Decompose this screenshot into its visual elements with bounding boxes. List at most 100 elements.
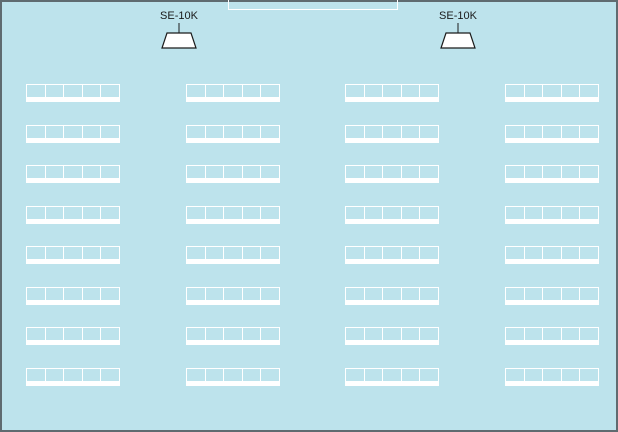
seat	[224, 126, 243, 138]
desk-row	[505, 206, 599, 224]
seat	[365, 207, 384, 219]
seat	[27, 288, 46, 300]
seat-group	[345, 84, 439, 98]
desk	[345, 301, 439, 305]
desk	[505, 179, 599, 183]
desk	[505, 98, 599, 102]
seat	[27, 166, 46, 178]
seat-group	[186, 327, 280, 341]
seat	[83, 328, 102, 340]
seat-group	[26, 125, 120, 139]
stage-opening	[228, 0, 398, 10]
seat	[83, 288, 102, 300]
desk	[505, 382, 599, 386]
seat	[224, 207, 243, 219]
desk	[505, 301, 599, 305]
seat	[525, 247, 544, 259]
seat	[543, 126, 562, 138]
seat	[261, 328, 279, 340]
desk-row	[505, 165, 599, 183]
seat	[402, 247, 421, 259]
seat	[101, 85, 119, 97]
desk	[505, 139, 599, 143]
seat	[525, 166, 544, 178]
seat	[525, 126, 544, 138]
seat	[46, 328, 65, 340]
desk-row	[186, 368, 280, 386]
seat	[402, 85, 421, 97]
seat	[346, 166, 365, 178]
seat-group	[345, 165, 439, 179]
seat	[243, 166, 262, 178]
desk-row	[186, 327, 280, 345]
seat	[580, 126, 598, 138]
seat	[506, 288, 525, 300]
seat	[562, 85, 581, 97]
seat	[506, 126, 525, 138]
seat	[346, 207, 365, 219]
seat	[64, 247, 83, 259]
seat	[543, 288, 562, 300]
seat	[101, 126, 119, 138]
seat-group	[26, 165, 120, 179]
seat	[243, 85, 262, 97]
seat	[402, 369, 421, 381]
seat	[261, 247, 279, 259]
seat	[261, 166, 279, 178]
desk	[186, 301, 280, 305]
seat	[101, 288, 119, 300]
seat-group	[26, 287, 120, 301]
seat-group	[505, 327, 599, 341]
desk	[26, 179, 120, 183]
seat	[46, 126, 65, 138]
seat	[46, 166, 65, 178]
seat	[243, 126, 262, 138]
seat	[580, 207, 598, 219]
seat-group	[505, 246, 599, 260]
seat	[562, 126, 581, 138]
seat	[402, 207, 421, 219]
seat-group	[186, 165, 280, 179]
seat	[243, 288, 262, 300]
seat	[383, 85, 402, 97]
seat	[525, 369, 544, 381]
desk	[345, 382, 439, 386]
desk	[345, 341, 439, 345]
seat	[46, 247, 65, 259]
seat	[346, 247, 365, 259]
seat	[101, 166, 119, 178]
desk-row	[345, 206, 439, 224]
seat	[187, 328, 206, 340]
seat	[101, 207, 119, 219]
desk	[345, 260, 439, 264]
seat	[27, 247, 46, 259]
seat	[562, 288, 581, 300]
seat	[243, 328, 262, 340]
seat-group	[26, 368, 120, 382]
desk-row	[345, 246, 439, 264]
seat	[346, 85, 365, 97]
seat	[206, 166, 225, 178]
seat	[383, 166, 402, 178]
seat	[402, 288, 421, 300]
seat	[383, 369, 402, 381]
seat-group	[505, 165, 599, 179]
seat	[580, 288, 598, 300]
seat	[420, 247, 438, 259]
seat	[420, 328, 438, 340]
seat	[543, 207, 562, 219]
seat	[101, 369, 119, 381]
seat	[365, 369, 384, 381]
seat	[206, 207, 225, 219]
seat	[365, 85, 384, 97]
seat	[562, 207, 581, 219]
seat	[365, 328, 384, 340]
seat	[383, 207, 402, 219]
desk-row	[26, 246, 120, 264]
desk	[505, 220, 599, 224]
desk-row	[186, 246, 280, 264]
seat	[525, 207, 544, 219]
seat	[580, 166, 598, 178]
seat	[187, 126, 206, 138]
seat	[365, 288, 384, 300]
